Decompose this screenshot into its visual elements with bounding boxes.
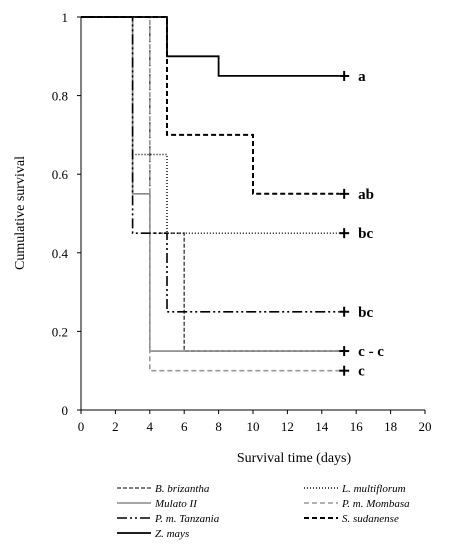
group-label: ab bbox=[358, 187, 374, 203]
legend-label-s-sudanense: S. sudanense bbox=[342, 513, 399, 525]
series-line-p-m-tanzania bbox=[81, 16, 339, 313]
group-label: bc bbox=[358, 305, 373, 321]
y-tick-label: 0 bbox=[62, 403, 69, 418]
y-tick-label: 1 bbox=[62, 10, 69, 25]
axes: 0 2 4 6 8 10 12 14 16 18 20 0 0.2 0.4 0.6 0.8 1 bbox=[52, 10, 432, 434]
legend-label-b-brizantha: B. brizantha bbox=[155, 483, 210, 495]
group-labels: bc c - c c bc ab a bbox=[358, 69, 384, 380]
group-label: c bbox=[358, 364, 365, 380]
series-line-s-sudanense bbox=[81, 16, 339, 195]
y-tick-label: 0.6 bbox=[52, 167, 69, 182]
x-tick-label: 0 bbox=[78, 419, 85, 434]
legend-label-p-m-tanzania: P. m. Tanzania bbox=[154, 513, 220, 525]
x-tick-label: 16 bbox=[350, 419, 364, 434]
x-tick-label: 8 bbox=[215, 419, 222, 434]
group-label: c - c bbox=[358, 344, 384, 360]
series-layer bbox=[81, 16, 350, 376]
x-axis-label: Survival time (days) bbox=[237, 451, 352, 466]
x-tick-label: 6 bbox=[181, 419, 188, 434]
x-tick-label: 20 bbox=[419, 419, 432, 434]
series-line-b-brizantha bbox=[81, 16, 339, 352]
series-line-mulato-ii bbox=[81, 16, 339, 352]
x-tick-label: 2 bbox=[112, 419, 119, 434]
series-line-z-mays bbox=[81, 16, 339, 77]
y-tick-label: 0.2 bbox=[52, 324, 68, 339]
legend-label-mulato-ii: Mulato II bbox=[154, 498, 198, 510]
x-tick-label: 10 bbox=[247, 419, 260, 434]
x-tick-label: 12 bbox=[281, 419, 294, 434]
legend-label-z-mays: Z. mays bbox=[155, 528, 189, 540]
x-tick-label: 4 bbox=[147, 419, 154, 434]
legend-label-l-multiflorum: L. multiflorum bbox=[341, 483, 406, 495]
series-line-l-multiflorum bbox=[81, 16, 339, 234]
legend: B. brizantha L. multiflorum Mulato II P. m.… bbox=[117, 483, 410, 540]
legend-label-p-m-mombasa: P. m. Mombasa bbox=[341, 498, 410, 510]
x-tick-label: 18 bbox=[384, 419, 397, 434]
y-tick-label: 0.4 bbox=[52, 246, 69, 261]
y-tick-label: 0.8 bbox=[52, 89, 68, 104]
y-axis-label: Cumulative survival bbox=[13, 156, 28, 270]
x-tick-label: 14 bbox=[315, 419, 329, 434]
group-label: a bbox=[358, 69, 366, 85]
group-label: bc bbox=[358, 226, 373, 242]
